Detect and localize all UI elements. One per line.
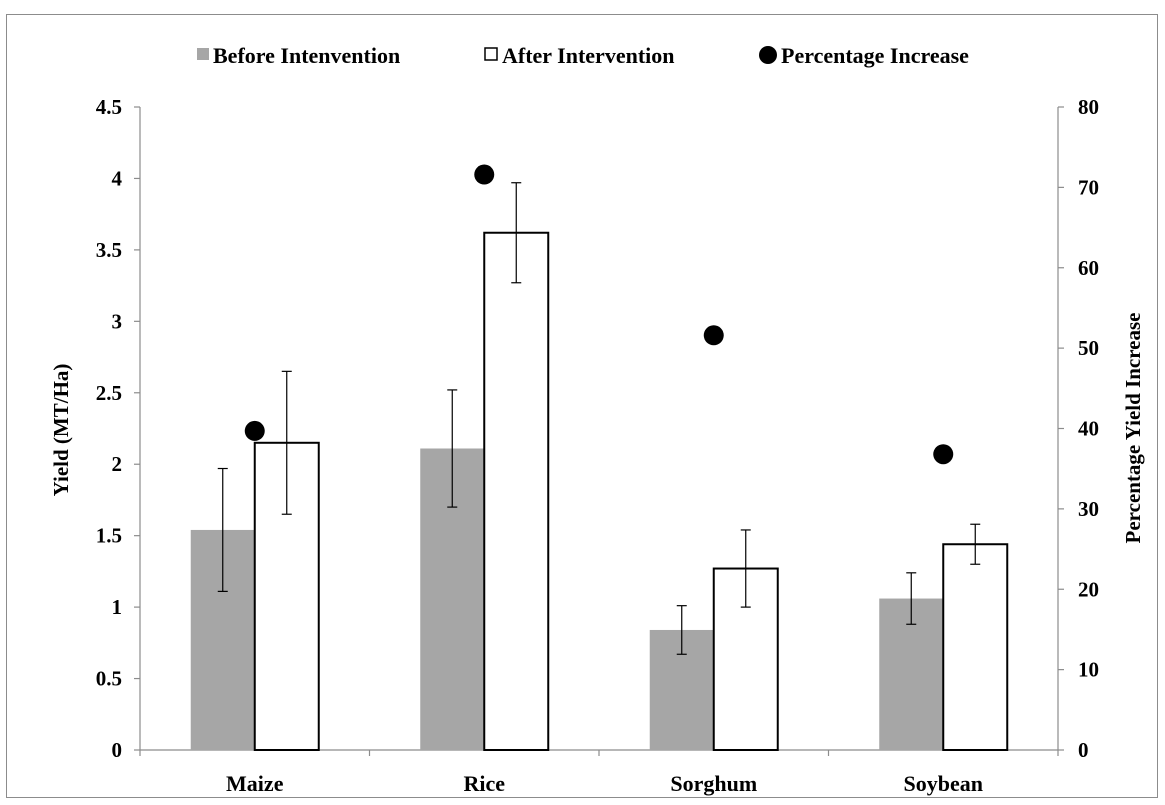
y-tick-label: 3 <box>112 309 123 333</box>
x-tick-label: Sorghum <box>670 771 757 796</box>
y-axis-label: Yield (MT/Ha) <box>49 364 73 497</box>
y2-axis-label: Percentage Yield Increase <box>1121 313 1145 544</box>
y-tick-label: 0 <box>112 738 123 762</box>
legend-label-before: Before Intenvention <box>213 43 400 68</box>
point-percentage-maize <box>244 420 265 441</box>
plot-area: 0 0.5 1 1.5 2 2.5 3 3.5 4 4.5 0 10 20 30 40 50 60 70 80 Mai… <box>96 95 1099 796</box>
y-tick-label: 2 <box>112 452 123 476</box>
y2-tick-label: 70 <box>1078 175 1099 199</box>
y2-tick-label: 80 <box>1078 95 1099 119</box>
chart-frame <box>6 14 1158 798</box>
x-tick-label: Rice <box>463 771 505 796</box>
y2-tick-label: 20 <box>1078 577 1099 601</box>
y-tick-label: 1 <box>112 595 123 619</box>
legend-label-after: After Intervention <box>502 43 675 68</box>
bar-after-sorghum <box>712 567 779 752</box>
y2-tick-label: 60 <box>1078 256 1099 280</box>
y-tick-label: 3.5 <box>96 238 122 262</box>
y2-tick-label: 10 <box>1078 658 1099 682</box>
bar-after-soybean <box>942 543 1009 751</box>
point-percentage-soybean <box>933 444 954 465</box>
x-tick-label: Soybean <box>904 771 983 796</box>
y2-tick-label: 0 <box>1078 738 1089 762</box>
y2-tick-label: 30 <box>1078 497 1099 521</box>
legend-swatch-after <box>484 47 498 61</box>
bar-after-rice <box>483 231 550 751</box>
y-tick-label: 0.5 <box>96 667 122 691</box>
legend-swatch-before <box>197 48 209 60</box>
y2-tick-label: 40 <box>1078 417 1099 441</box>
legend-label-percentage: Percentage Increase <box>781 43 969 68</box>
y2-tick-label: 50 <box>1078 336 1099 360</box>
y-tick-label: 4.5 <box>96 95 122 119</box>
x-tick-label: Maize <box>226 771 284 796</box>
legend-marker-percentage <box>759 46 777 64</box>
y-tick-label: 1.5 <box>96 524 122 548</box>
y-tick-label: 2.5 <box>96 381 122 405</box>
y-tick-label: 4 <box>112 166 123 190</box>
point-percentage-rice <box>474 164 495 185</box>
point-percentage-sorghum <box>703 325 724 346</box>
legend: Before Intenvention After Intervention P… <box>197 43 969 68</box>
